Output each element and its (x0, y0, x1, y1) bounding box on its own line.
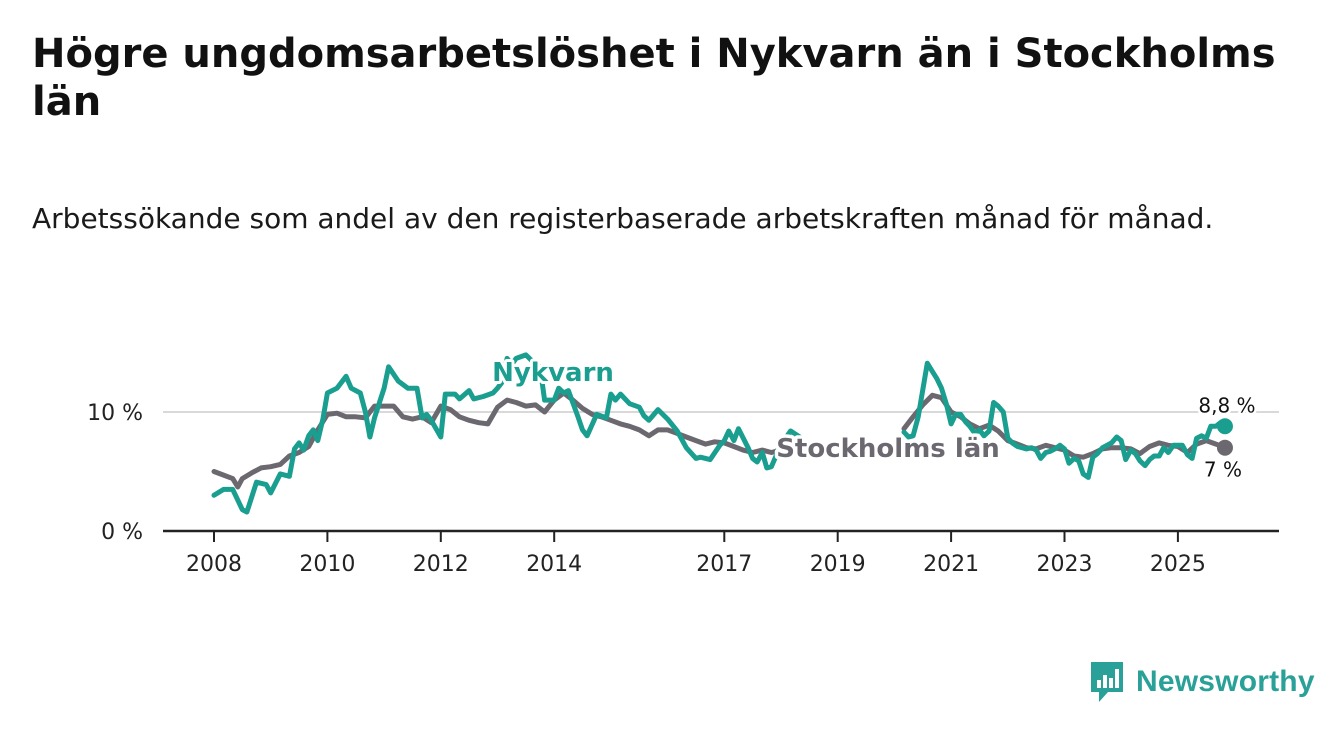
brand-name: Newsworthy (1136, 665, 1315, 698)
bar-chart-logo-icon (1091, 662, 1123, 702)
y-tick-label: 0 % (101, 520, 143, 545)
x-tick-label: 2008 (186, 552, 242, 577)
end-label-nykvarn: 8,8 % (1198, 393, 1255, 417)
series-line-nykvarn (211, 352, 803, 515)
chart-labels: Nykvarn Stockholms län 8,8 % 7 % (489, 355, 1258, 484)
x-tick-label: 2017 (696, 552, 752, 577)
x-tick-label: 2023 (1037, 552, 1093, 577)
chart-subtitle: Arbetssökande som andel av den registerb… (32, 202, 1214, 235)
axes: 0 % 10 % 2008 2010 2012 2014 2017 2019 2021 2023 2… (87, 401, 1279, 577)
x-tick-label: 2012 (413, 552, 469, 577)
brand-logo[interactable]: Newsworthy (1088, 660, 1315, 704)
chart-title: Högre ungdomsarbetslöshet i Nykvarn än i… (32, 31, 1276, 125)
series-line-stockholms-lan (211, 390, 794, 490)
series-lines (211, 352, 1233, 515)
y-tick-label: 10 % (87, 401, 143, 426)
x-tick-label: 2019 (810, 552, 866, 577)
series-line-nykvarn (901, 360, 1228, 480)
x-tick-label: 2014 (526, 552, 582, 577)
end-point-stockholms-lan (1216, 439, 1233, 456)
x-tick-label: 2025 (1150, 552, 1206, 577)
series-label-nykvarn: Nykvarn (492, 358, 614, 388)
series-label-stockholms-lan: Stockholms län (776, 434, 1000, 464)
end-label-stockholms-lan: 7 % (1204, 458, 1242, 482)
end-point-nykvarn (1216, 418, 1233, 435)
line-chart: 0 % 10 % 2008 2010 2012 2014 2017 2019 2021 2023 2… (87, 352, 1279, 577)
x-tick-label: 2010 (299, 552, 355, 577)
x-tick-label: 2021 (923, 552, 979, 577)
